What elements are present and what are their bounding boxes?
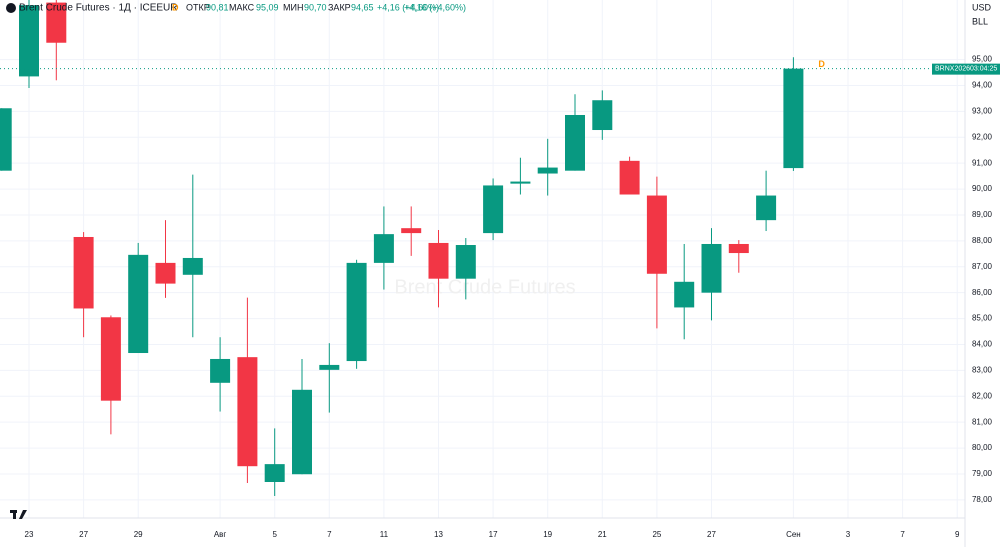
watermark: Brent Crude Futures — [394, 276, 575, 298]
candle-body — [0, 108, 12, 171]
open-label: ОТКР — [186, 2, 210, 12]
candle-body — [182, 257, 203, 275]
candle-body — [619, 160, 640, 195]
unit[interactable]: BLL — [972, 16, 988, 26]
y-tick-label: 94,00 — [972, 81, 993, 90]
y-tick-label: 84,00 — [972, 340, 993, 349]
candle-body — [237, 357, 258, 467]
candle-body — [46, 2, 67, 43]
event-marker: D — [818, 59, 825, 69]
tag-symbol: BRNX2026 — [935, 65, 970, 72]
last-price-tag: BRNX2026 03:04:25 — [932, 63, 1000, 75]
candle-body — [674, 281, 695, 308]
candle-body — [292, 389, 312, 475]
open-value: 90,81 — [206, 2, 229, 12]
low-label: МИН — [283, 2, 303, 12]
x-tick-label: 19 — [543, 530, 552, 539]
x-tick-label: 5 — [272, 530, 277, 539]
x-tick-label: 3 — [846, 530, 851, 539]
y-tick-label: 91,00 — [972, 158, 993, 167]
symbol-icon — [6, 3, 16, 13]
x-tick-label: 7 — [327, 530, 332, 539]
candle-body — [483, 185, 504, 234]
y-tick-label: 79,00 — [972, 469, 993, 478]
tv-logo — [10, 510, 27, 519]
x-tick-label: 11 — [380, 530, 389, 539]
candle-body — [428, 242, 449, 279]
tag-timer: 03:04:25 — [970, 65, 997, 72]
x-tick-label: 17 — [489, 530, 498, 539]
x-tick-label: 23 — [25, 530, 34, 539]
y-tick-label: 93,00 — [972, 106, 993, 115]
candle-body — [346, 262, 367, 362]
y-tick-label: 88,00 — [972, 236, 993, 245]
candle-body — [510, 181, 531, 184]
x-tick-label: 7 — [900, 530, 905, 539]
price-axis: 78,00 79,00 80,00 81,00 82,00 83,00 84,00 85,00… — [972, 55, 993, 504]
x-tick-label: 13 — [434, 530, 443, 539]
y-tick-label: 92,00 — [972, 132, 993, 141]
candle-body — [210, 358, 231, 383]
y-tick-label: 83,00 — [972, 365, 993, 374]
high-value: 95,09 — [256, 2, 279, 12]
y-tick-label: 87,00 — [972, 262, 993, 271]
x-tick-label: 25 — [652, 530, 661, 539]
candle-body — [73, 236, 94, 309]
candle-body — [701, 243, 722, 293]
marker: D — [172, 2, 179, 12]
candle-body — [100, 317, 121, 401]
y-tick-label: 86,00 — [972, 288, 993, 297]
x-tick-label: 27 — [79, 530, 88, 539]
y-tick-label: 80,00 — [972, 443, 993, 452]
candle-body — [264, 464, 285, 482]
candle-body — [783, 68, 804, 169]
candle-body — [319, 364, 340, 370]
candle-body — [756, 195, 777, 221]
x-tick-label: Авг — [214, 530, 227, 539]
y-tick-label: 81,00 — [972, 417, 993, 426]
candle-body — [565, 114, 585, 171]
tag-box — [932, 63, 1000, 75]
x-tick-label: 9 — [955, 530, 960, 539]
y-tick-label: 85,00 — [972, 314, 993, 323]
candle-body — [592, 100, 613, 131]
close-label: ЗАКР — [328, 2, 351, 12]
legend-bar: Brent Crude Futures · 1Д · ICEEUR D ОТКР… — [6, 2, 466, 14]
change: +4,16 (+4,60%) — [404, 2, 466, 12]
candle-body — [373, 234, 394, 263]
candles — [0, 0, 965, 496]
x-tick-label: Сен — [786, 530, 801, 539]
x-tick-label: 29 — [134, 530, 143, 539]
x-tick-label: 27 — [707, 530, 716, 539]
candle-body — [128, 254, 149, 354]
change: +4,16 (+4,60%) — [377, 2, 439, 12]
close-value: 94,65 — [351, 2, 374, 12]
currency[interactable]: USD — [972, 2, 992, 12]
low-value: 90,70 — [304, 2, 327, 12]
y-tick-label: 89,00 — [972, 210, 993, 219]
candle-body — [155, 262, 176, 284]
y-tick-label: 82,00 — [972, 391, 993, 400]
candle-body — [19, 5, 39, 77]
time-axis: 23 27 29 Авг 5 7 11 13 17 19 21 25 27 Сен 3 7 9 — [25, 530, 960, 539]
candle-body — [728, 243, 749, 254]
candle-body — [455, 245, 476, 279]
y-tick-label: 78,00 — [972, 495, 993, 504]
y-tick-label: 90,00 — [972, 184, 993, 193]
symbol[interactable]: Brent Crude Futures · 1Д · ICEEUR — [19, 3, 178, 14]
x-tick-label: 21 — [598, 530, 607, 539]
high-label: МАКС — [229, 2, 255, 12]
candle-body — [537, 167, 558, 174]
candle-body — [646, 195, 667, 274]
y-tick-label: 95,00 — [972, 55, 993, 64]
candle-body — [401, 228, 422, 234]
